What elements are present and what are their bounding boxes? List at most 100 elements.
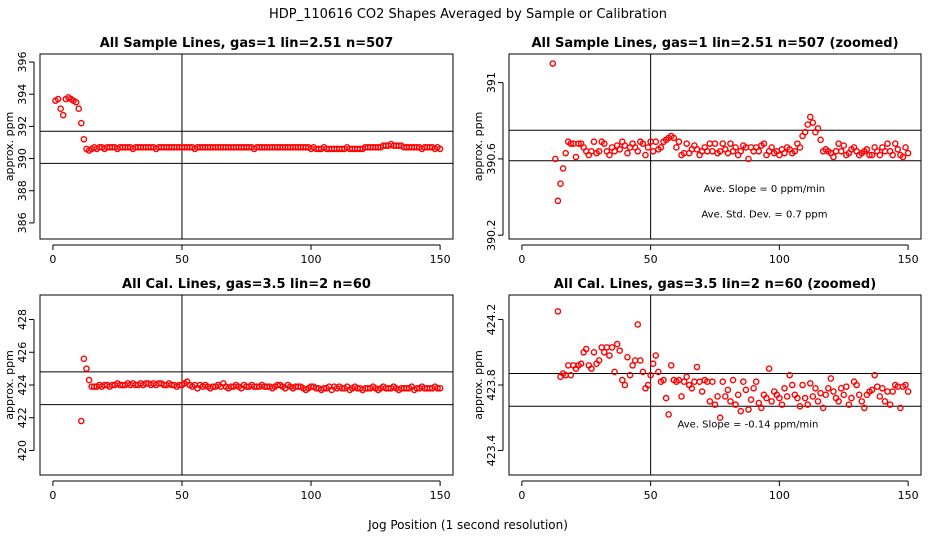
- data-point: [626, 371, 634, 379]
- panel-4: All Cal. Lines, gas=3.5 lin=2 n=60 (zoom…: [472, 277, 922, 502]
- data-point: [629, 362, 636, 369]
- data-point: [855, 391, 863, 399]
- data-point: [750, 384, 757, 392]
- figure-title: HDP_110616 CO2 Shapes Averaged by Sample…: [269, 7, 667, 22]
- data-point: [600, 140, 608, 147]
- y-tick-label: 426: [16, 342, 29, 363]
- y-tick-label: 388: [16, 180, 29, 201]
- x-tick-label: 0: [518, 489, 525, 502]
- data-point: [791, 147, 799, 155]
- panel-2: All Sample Lines, gas=1 lin=2.51 n=507 (…: [472, 36, 922, 266]
- data-point: [886, 401, 894, 408]
- data-point: [711, 140, 719, 147]
- data-point: [832, 147, 840, 155]
- data-point: [752, 378, 760, 386]
- data-point: [436, 145, 444, 153]
- data-point: [714, 393, 721, 400]
- y-axis-label: approx. ppm: [472, 112, 485, 182]
- data-point: [729, 376, 737, 384]
- data-point: [783, 393, 791, 400]
- data-point: [559, 165, 567, 172]
- data-point: [902, 144, 909, 151]
- data-point: [549, 60, 557, 67]
- data-point: [75, 105, 83, 112]
- data-point: [830, 153, 837, 161]
- data-point: [644, 144, 652, 151]
- data-point: [737, 407, 745, 415]
- panel-title: All Sample Lines, gas=1 lin=2.51 n=507 (…: [531, 36, 898, 51]
- data-point: [742, 386, 750, 394]
- data-point: [727, 140, 734, 147]
- x-tick-label: 0: [49, 253, 56, 266]
- x-tick-label: 0: [518, 253, 525, 266]
- y-tick-label: 424.2: [485, 304, 498, 336]
- data-point: [719, 140, 727, 147]
- data-point: [634, 147, 642, 155]
- y-tick-label: 390.2: [485, 219, 498, 251]
- data-point: [760, 140, 768, 147]
- data-point: [670, 134, 678, 142]
- data-point: [814, 125, 822, 132]
- data-point: [57, 105, 64, 112]
- data-point: [716, 414, 724, 422]
- data-point: [624, 353, 631, 361]
- data-point: [825, 384, 832, 392]
- data-point: [639, 140, 647, 147]
- data-point: [902, 381, 909, 389]
- data-point: [554, 308, 562, 315]
- y-tick-label: 428: [16, 309, 29, 330]
- data-point: [837, 147, 845, 155]
- data-point: [706, 398, 714, 405]
- panel-3: All Cal. Lines, gas=3.5 lin=2 n=60 0 50 100…: [3, 277, 454, 502]
- data-point: [876, 393, 884, 400]
- data-point: [606, 151, 613, 159]
- data-point: [801, 394, 809, 402]
- data-point: [868, 151, 876, 159]
- data-point: [85, 376, 93, 384]
- data-point: [644, 381, 652, 389]
- data-point: [691, 378, 698, 386]
- data-point: [709, 147, 716, 155]
- data-point: [788, 381, 796, 389]
- y-tick-label: 396: [16, 52, 29, 73]
- data-point: [866, 151, 873, 159]
- data-point: [871, 371, 878, 379]
- data-point: [611, 368, 618, 376]
- data-point: [758, 404, 765, 412]
- data-point: [698, 388, 706, 395]
- data-point: [876, 151, 884, 159]
- data-point: [675, 138, 683, 146]
- data-point: [660, 376, 667, 384]
- data-point: [582, 345, 590, 353]
- data-point: [732, 401, 739, 408]
- data-point: [899, 153, 907, 161]
- annotation: Ave. Slope = 0 ppm/min: [704, 184, 825, 195]
- data-point: [804, 401, 812, 408]
- data-point: [884, 140, 891, 147]
- data-point: [621, 381, 629, 389]
- x-tick-label: 50: [175, 489, 189, 502]
- data-point: [848, 394, 855, 402]
- data-point: [616, 347, 624, 354]
- plot-frame: [508, 294, 922, 476]
- data-point: [817, 389, 824, 397]
- x-tick-label: 150: [898, 489, 919, 502]
- x-tick-label: 100: [769, 253, 790, 266]
- x-tick-label: 150: [430, 489, 451, 502]
- data-point: [812, 384, 819, 392]
- data-point: [683, 140, 690, 147]
- data-point: [719, 378, 727, 386]
- data-point: [863, 146, 871, 153]
- data-point: [843, 383, 850, 390]
- data-point: [840, 391, 848, 399]
- data-point: [72, 98, 80, 106]
- data-point: [613, 340, 621, 348]
- data-point: [806, 113, 814, 121]
- data-point: [868, 386, 876, 394]
- data-point: [891, 140, 899, 147]
- data-point: [567, 140, 575, 147]
- data-point: [608, 344, 616, 351]
- data-point: [590, 348, 598, 356]
- data-point: [657, 144, 665, 151]
